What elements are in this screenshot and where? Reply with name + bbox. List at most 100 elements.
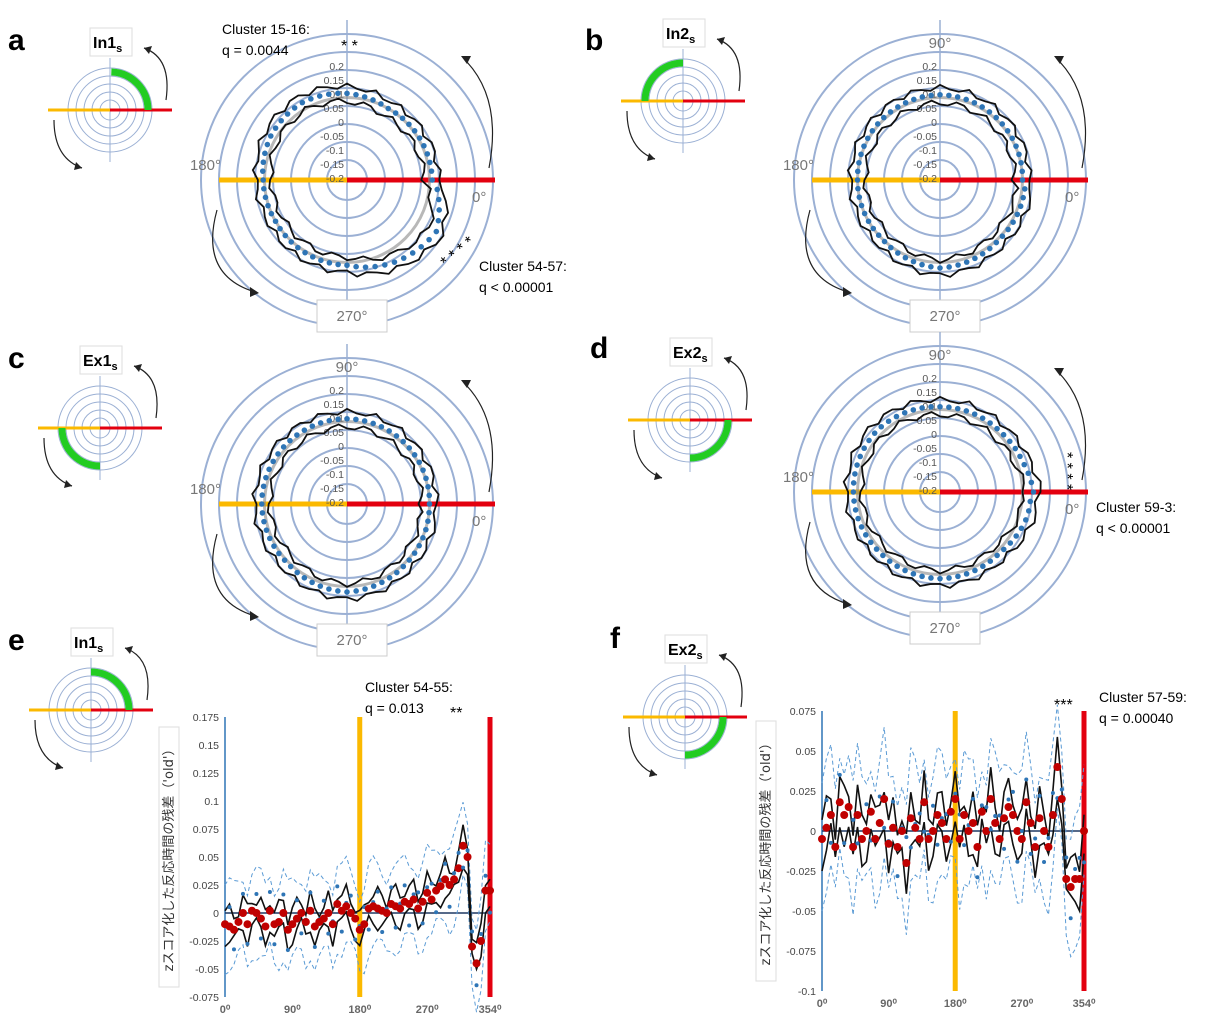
polar-data-point — [893, 413, 900, 420]
condition-label-box — [89, 27, 133, 57]
icon-arrowhead — [654, 472, 662, 480]
polar-data-point — [361, 94, 368, 100]
red-data-point — [1044, 843, 1053, 851]
polar-data-point — [294, 432, 300, 438]
polar-data-point — [910, 571, 917, 577]
polar-data-point — [1005, 226, 1011, 233]
polar-data-point — [400, 438, 406, 445]
blue-data-point — [447, 904, 452, 909]
polar-data-point — [344, 90, 350, 97]
angle-label-180: 180° — [783, 469, 814, 486]
icon-arrow-upper — [133, 365, 158, 419]
polar-chart-b: 0.20.150.10.050-0.05-0.1-0.15-0.20°180°9… — [783, 20, 1088, 333]
icon-arrow-lower — [628, 726, 658, 776]
blue-data-point — [339, 929, 344, 934]
polar-data-point — [326, 260, 333, 266]
polar-data-point — [344, 589, 350, 595]
polar-data-point — [420, 535, 426, 541]
y-tick-label: 0.125 — [193, 768, 219, 780]
red-data-point — [964, 827, 973, 835]
blue-data-point — [389, 885, 394, 890]
red-data-point — [933, 811, 942, 819]
blue-data-point — [1059, 787, 1064, 792]
x-tick-label: 90⁰ — [284, 1004, 301, 1016]
radial-tick-label: 0.05 — [324, 103, 345, 115]
y-tick-label: 0 — [213, 908, 219, 920]
y-tick-label: 0.025 — [790, 786, 816, 798]
polar-data-point — [937, 575, 943, 582]
polar-data-point — [1017, 453, 1023, 460]
polar-data-point — [335, 90, 341, 97]
angle-label-270: 270° — [336, 632, 367, 649]
red-data-point — [977, 807, 986, 816]
polar-data-point — [258, 501, 265, 507]
radial-tick-label: 0.15 — [324, 399, 345, 411]
polar-data-point — [435, 217, 442, 224]
polar-data-point — [288, 239, 295, 245]
blue-data-point — [837, 772, 842, 777]
blue-data-point — [375, 889, 380, 894]
blue-data-point — [1019, 829, 1024, 834]
ci-lower-dashed — [224, 874, 491, 1013]
polar-data-point — [851, 498, 857, 504]
red-data-point — [871, 835, 880, 843]
radial-tick-label: 0.2 — [329, 385, 344, 397]
polar-data-point — [362, 264, 369, 270]
q-value-f: q = 0.00040 — [1099, 710, 1174, 726]
polar-data-point — [326, 586, 332, 592]
condition-icon-f: Ex2s — [623, 634, 747, 777]
blue-data-point — [483, 873, 488, 878]
polar-arrow-upper — [1059, 373, 1087, 481]
y-tick-label: -0.05 — [792, 906, 816, 918]
condition-subscript: s — [97, 643, 103, 655]
polar-data-point — [326, 417, 333, 424]
polar-chart-a: 0.20.150.10.050-0.05-0.1-0.15-0.20°180°2… — [190, 20, 495, 333]
polar-data-point — [426, 509, 432, 516]
radial-tick-label: 0 — [931, 429, 937, 441]
cluster-label-e: Cluster 54-55: — [365, 679, 453, 695]
radial-tick-label: 0 — [338, 441, 344, 453]
icon-arrowhead — [64, 480, 72, 488]
polar-data-point — [986, 109, 993, 115]
polar-data-point — [963, 96, 969, 103]
polar-data-point — [262, 150, 268, 157]
red-data-point — [256, 914, 265, 923]
polar-data-point — [287, 563, 294, 570]
radial-tick-label: -0.15 — [320, 483, 344, 495]
red-data-point — [929, 827, 938, 835]
red-data-point — [414, 904, 423, 913]
polar-data-point — [1025, 470, 1032, 477]
red-data-point — [445, 881, 454, 889]
polar-data-point — [1028, 479, 1035, 486]
q-value-d: q < 0.00001 — [1096, 520, 1171, 536]
condition-icon-d: Ex2s — [628, 337, 752, 480]
red-data-point — [292, 914, 301, 923]
blue-data-point — [429, 881, 434, 886]
polar-data-point — [353, 588, 359, 594]
polar-data-point — [272, 125, 279, 131]
significance-stars-d: * * * * — [1058, 452, 1075, 490]
radial-tick-label: -0.2 — [919, 485, 937, 497]
polar-data-point — [411, 128, 418, 134]
condition-label: Ex1s — [83, 353, 118, 373]
blue-data-point — [231, 947, 236, 952]
significance-stars-f: *** — [1054, 697, 1073, 714]
polar-data-point — [855, 515, 861, 522]
red-data-point — [906, 814, 915, 823]
polar-chart-d: 0.20.150.10.050-0.05-0.1-0.15-0.20°180°9… — [783, 332, 1088, 645]
blue-data-point — [407, 923, 412, 928]
red-data-point — [946, 807, 955, 816]
y-tick-label: -0.05 — [195, 964, 219, 976]
blue-data-point — [348, 893, 353, 898]
angle-label-180: 180° — [190, 157, 221, 174]
red-data-point — [427, 895, 436, 904]
polar-data-point — [278, 117, 284, 124]
condition-icon-b: In2s — [621, 18, 745, 161]
sem-upper — [821, 736, 1085, 872]
cluster-label-a-top: Cluster 15-16: — [222, 21, 310, 37]
polar-data-point — [309, 423, 316, 429]
polar-data-point — [406, 121, 412, 128]
x-tick-label: 270⁰ — [416, 1004, 439, 1016]
polar-arrow-upper — [466, 61, 494, 169]
angle-label-180: 180° — [783, 157, 814, 174]
